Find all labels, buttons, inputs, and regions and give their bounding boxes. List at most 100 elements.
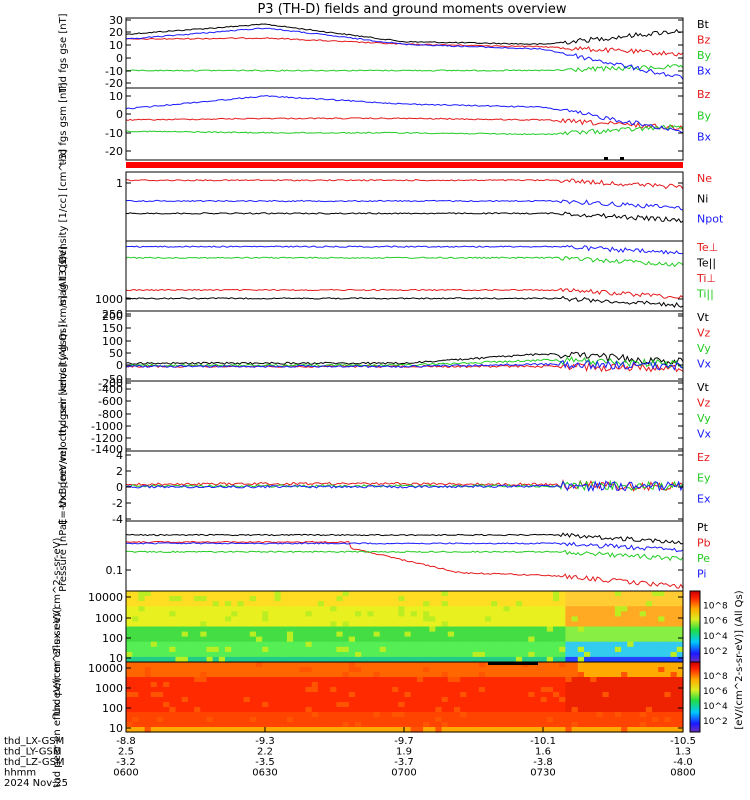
heatmap-cell: [577, 601, 585, 607]
heatmap-cell: [416, 677, 424, 683]
heatmap-cell: [212, 631, 220, 638]
heatmap-cell: [262, 651, 269, 658]
heatmap-cell: [311, 717, 319, 723]
heatmap-cell: [262, 722, 269, 728]
heatmap-cell: [522, 606, 529, 612]
heatmap-cell: [361, 667, 368, 673]
heatmap-cell: [392, 722, 399, 728]
heatmap-cell: [553, 687, 560, 693]
heatmap-cell: [645, 601, 653, 607]
heatmap-cell: [286, 672, 294, 678]
heatmap-cell: [293, 717, 300, 723]
heatmap-cell: [577, 621, 585, 628]
heatmap-cell: [664, 646, 672, 653]
heatmap-cell: [602, 702, 610, 708]
heatmap-cell: [571, 672, 579, 678]
legend-ti: Ti||: [696, 288, 714, 301]
heatmap-cell: [627, 697, 635, 703]
heatmap-cell: [150, 631, 158, 638]
heatmap-cell: [293, 641, 300, 648]
heatmap-cell: [460, 687, 467, 693]
heatmap-cell: [645, 697, 653, 703]
heatmap-cell: [565, 662, 573, 668]
heatmap-cell: [652, 601, 659, 607]
heatmap-cell: [454, 596, 461, 602]
heatmap-cell: [373, 641, 381, 648]
heatmap-cell: [194, 692, 201, 698]
heatmap-cell: [423, 611, 430, 617]
heatmap-cell: [144, 727, 152, 733]
heatmap-cell: [317, 722, 325, 728]
heatmap-cell: [627, 687, 635, 693]
x-tick-label: -10.5: [670, 736, 696, 747]
heatmap-cell: [491, 677, 498, 683]
heatmap-cell: [503, 677, 511, 683]
heatmap-cell: [627, 656, 635, 663]
heatmap-cell: [231, 707, 238, 713]
heatmap-cell: [373, 682, 381, 688]
heatmap-cell: [652, 606, 659, 612]
heatmap-cell: [249, 631, 257, 638]
heatmap-cell: [559, 616, 566, 623]
y-tick-label: -1400: [91, 443, 123, 456]
heatmap-cell: [268, 687, 276, 693]
heatmap-cell: [584, 621, 591, 628]
heatmap-cell: [664, 722, 672, 728]
heatmap-cell: [485, 596, 492, 602]
heatmap-cell: [336, 646, 344, 653]
heatmap-cell: [181, 692, 189, 698]
heatmap-cell: [540, 712, 548, 718]
heatmap-cell: [466, 662, 474, 668]
heatmap-cell: [262, 717, 269, 723]
heatmap-cell: [454, 611, 461, 617]
heatmap-cell: [305, 717, 313, 723]
heatmap-cell: [522, 702, 529, 708]
heatmap-cell: [423, 697, 430, 703]
heatmap-cell: [565, 616, 573, 623]
heatmap-cell: [522, 641, 529, 648]
heatmap-cell: [194, 707, 201, 713]
heatmap-cell: [559, 662, 566, 668]
heatmap-cell: [410, 672, 418, 678]
heatmap-cell: [460, 697, 467, 703]
heatmap-cell: [274, 667, 282, 673]
heatmap-cell: [361, 677, 368, 683]
heatmap-cell: [423, 727, 430, 733]
heatmap-cell: [670, 702, 678, 708]
y-tick-label: -20: [105, 145, 123, 158]
heatmap-cell: [317, 697, 325, 703]
heatmap-cell: [299, 636, 307, 643]
heatmap-cell: [435, 717, 443, 723]
series-npot-line: [125, 199, 684, 211]
heatmap-cell: [212, 717, 220, 723]
heatmap-cell: [460, 707, 467, 713]
heatmap-cell: [497, 651, 505, 658]
heatmap-cell: [676, 727, 684, 733]
y-axis-label: Pressure [nPa]: [58, 520, 69, 592]
heatmap-cell: [410, 727, 418, 733]
legend-pb: Pb: [697, 537, 711, 550]
heatmap-cell: [392, 672, 399, 678]
heatmap-cell: [621, 727, 628, 733]
heatmap-cell: [311, 707, 319, 713]
heatmap-cell: [274, 631, 282, 638]
heatmap-cell: [627, 682, 635, 688]
heatmap-cell: [454, 687, 461, 693]
heatmap-cell: [540, 707, 548, 713]
heatmap-cell: [571, 611, 579, 617]
heatmap-cell: [286, 707, 294, 713]
heatmap-cell: [497, 596, 505, 602]
heatmap-cell: [144, 601, 152, 607]
heatmap-cell: [608, 591, 616, 597]
heatmap-cell: [540, 692, 548, 698]
heatmap-cell: [621, 621, 628, 628]
status-marker: [604, 157, 608, 160]
heatmap-cell: [150, 717, 158, 723]
heatmap-cell: [336, 656, 344, 663]
heatmap-cell: [212, 722, 220, 728]
heatmap-cell: [608, 707, 616, 713]
heatmap-cell: [163, 712, 170, 718]
y-tick-label: 10: [109, 39, 123, 52]
heatmap-cell: [293, 692, 300, 698]
heatmap-cell: [515, 712, 523, 718]
